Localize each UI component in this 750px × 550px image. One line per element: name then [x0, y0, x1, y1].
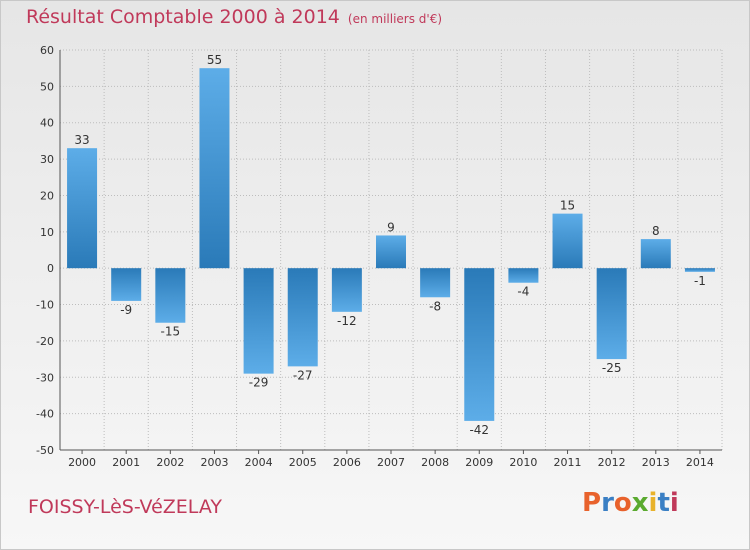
x-tick-label: 2011 [554, 456, 582, 469]
bar-value-label: 9 [387, 220, 395, 234]
x-tick-label: 2003 [200, 456, 228, 469]
bar [640, 239, 671, 269]
bar [287, 268, 318, 367]
logo-letter: P [582, 488, 602, 518]
bar-value-label: -29 [249, 376, 269, 390]
x-tick-label: 2004 [245, 456, 273, 469]
x-tick-label: 2005 [289, 456, 317, 469]
x-tick-label: 2010 [509, 456, 537, 469]
x-tick-label: 2002 [156, 456, 184, 469]
logo-letter: i [648, 488, 658, 518]
bar-value-label: -1 [694, 274, 706, 288]
bar-value-label: -42 [469, 423, 489, 437]
bar [67, 148, 98, 269]
x-tick-label: 2014 [686, 456, 714, 469]
bar [243, 268, 274, 374]
bar-value-label: -8 [429, 299, 441, 313]
bar-value-label: -25 [602, 361, 622, 375]
x-tick-label: 2008 [421, 456, 449, 469]
bar-value-label: -9 [120, 303, 132, 317]
bar [464, 268, 495, 421]
logo-letter: x [631, 488, 649, 518]
bar-value-label: -12 [337, 314, 357, 328]
x-tick-label: 2012 [598, 456, 626, 469]
bar [155, 268, 186, 323]
y-tick-label: 30 [40, 153, 54, 166]
bar-value-label: -27 [293, 368, 313, 382]
logo-letter: r [601, 488, 614, 518]
y-tick-label: 0 [47, 262, 54, 275]
y-tick-label: -50 [36, 444, 54, 457]
bar-value-label: -4 [517, 285, 529, 299]
title-text: Résultat Comptable 2000 à 2014 [26, 6, 340, 28]
logo-letter: o [613, 488, 632, 518]
y-tick-label: -30 [36, 371, 54, 384]
y-tick-label: 10 [40, 226, 54, 239]
bar-value-label: -15 [161, 325, 181, 339]
proxiti-logo: Proxiti [582, 488, 679, 518]
bar [684, 268, 715, 272]
x-tick-label: 2009 [465, 456, 493, 469]
bar-value-label: 15 [560, 199, 575, 213]
bar [199, 68, 230, 269]
x-tick-label: 2000 [68, 456, 96, 469]
bar-value-label: 8 [652, 224, 660, 238]
bar [508, 268, 539, 283]
logo-letter: i [669, 488, 679, 518]
bar-value-label: 33 [74, 133, 89, 147]
bar [376, 235, 406, 269]
bar [331, 268, 362, 312]
bar-layer [67, 68, 715, 421]
x-tick-label: 2007 [377, 456, 405, 469]
y-tick-label: 50 [40, 80, 54, 93]
bar [596, 268, 627, 360]
y-tick-label: 20 [40, 189, 54, 202]
x-tick-label: 2013 [642, 456, 670, 469]
x-tick-label: 2006 [333, 456, 361, 469]
y-tick-label: -10 [36, 299, 54, 312]
bar [552, 213, 583, 269]
commune-name: FOISSY-LèS-VéZELAY [28, 496, 222, 518]
y-tick-label: 60 [40, 44, 54, 57]
bar [111, 268, 142, 301]
x-tick-label: 2001 [112, 456, 140, 469]
y-tick-label: -40 [36, 408, 54, 421]
y-tick-label: 40 [40, 117, 54, 130]
chart-subtitle: (en milliers d'€) [347, 12, 443, 26]
label-layer: 33 -9 -15 55 -29 -27 -12 9 -8 -42 -4 15 -25 8 -1 [74, 53, 705, 437]
bar-value-label: 55 [207, 53, 222, 67]
chart-title: Résultat Comptable 2000 à 2014 (en millie… [26, 6, 442, 28]
bar [420, 268, 451, 298]
logo-letter: t [657, 488, 670, 518]
y-tick-label: -20 [36, 335, 54, 348]
